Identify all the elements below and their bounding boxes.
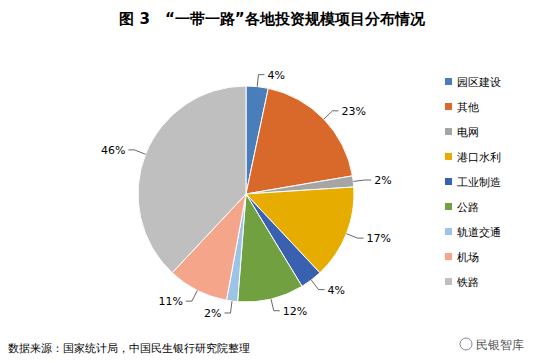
data-label: 2% bbox=[374, 174, 391, 187]
legend-swatch bbox=[445, 228, 452, 235]
legend-label: 园区建设 bbox=[457, 76, 501, 89]
title: 图 3 “一带一路”各地投资规模项目分布情况 bbox=[119, 10, 425, 28]
legend-label: 港口水利 bbox=[457, 151, 501, 164]
watermark: 民银智库 bbox=[460, 338, 524, 352]
leader-line bbox=[271, 299, 280, 311]
source: 数据来源：国家统计局，中国民生银行研究院整理 bbox=[8, 342, 250, 355]
data-label: 4% bbox=[267, 69, 284, 82]
legend-swatch bbox=[445, 128, 452, 135]
data-label: 2% bbox=[204, 307, 221, 320]
legend-label: 机场 bbox=[457, 251, 479, 264]
legend-label: 工业制造 bbox=[457, 176, 501, 189]
leader-line bbox=[224, 301, 232, 313]
data-label: 12% bbox=[283, 305, 307, 318]
leader-line bbox=[311, 280, 324, 290]
legend: 园区建设其他电网港口水利工业制造公路轨道交通机场铁路 bbox=[445, 76, 501, 289]
legend-label: 电网 bbox=[457, 126, 479, 139]
leader-line bbox=[324, 111, 339, 119]
data-label: 11% bbox=[158, 295, 182, 308]
leader-line bbox=[353, 180, 371, 181]
legend-label: 其他 bbox=[457, 101, 479, 114]
legend-swatch bbox=[445, 253, 452, 260]
legend-swatch bbox=[445, 178, 452, 185]
data-labels: 4% 23% 2% 17% 4% 12% 2% 11% 46% bbox=[101, 69, 392, 320]
pie bbox=[138, 86, 354, 302]
chart: 图 3 “一带一路”各地投资规模项目分布情况 4% 23% 2% 17% 4% 12% 2% 1… bbox=[0, 0, 544, 363]
leader-line bbox=[257, 75, 264, 87]
leader-line bbox=[346, 234, 363, 238]
legend-label: 公路 bbox=[457, 201, 479, 214]
slice bbox=[138, 86, 246, 273]
legend-swatch bbox=[445, 278, 452, 285]
watermark-text: 民银智库 bbox=[476, 338, 524, 352]
data-label: 4% bbox=[328, 284, 345, 297]
legend-swatch bbox=[445, 153, 452, 160]
watermark-icon bbox=[460, 338, 472, 350]
leader-line bbox=[128, 150, 145, 154]
data-label: 17% bbox=[367, 232, 391, 245]
legend-swatch bbox=[445, 203, 452, 210]
data-label: 46% bbox=[101, 144, 125, 157]
slice bbox=[238, 194, 302, 302]
legend-swatch bbox=[445, 78, 452, 85]
data-label: 23% bbox=[341, 105, 365, 118]
legend-swatch bbox=[445, 103, 452, 110]
legend-label: 轨道交通 bbox=[457, 226, 501, 239]
leader-line bbox=[186, 290, 197, 301]
legend-label: 铁路 bbox=[456, 276, 479, 289]
background bbox=[0, 0, 544, 363]
